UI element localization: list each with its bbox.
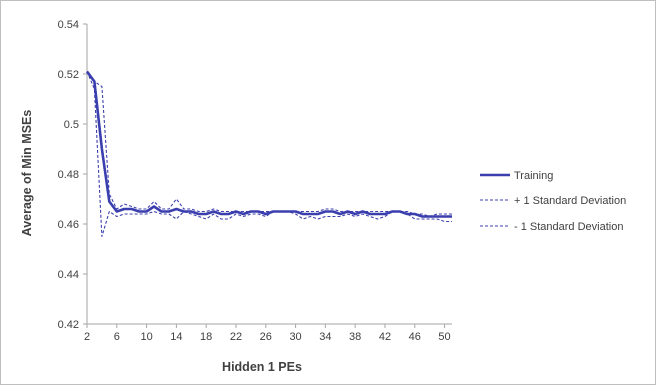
series-line-2	[86, 71, 452, 238]
y-tick-label: 0.46	[58, 219, 79, 231]
series-line-1	[86, 71, 452, 218]
y-tick-label: 0.44	[58, 269, 79, 281]
y-tick-label: 0.5	[64, 119, 79, 131]
legend-label-0: Training	[514, 170, 553, 182]
x-tick-label: 22	[230, 331, 242, 343]
x-tick-label: 30	[289, 331, 301, 343]
x-axis-title: Hidden 1 PEs	[222, 360, 302, 374]
x-tick-label: 34	[319, 331, 331, 343]
x-tick-label: 46	[409, 331, 421, 343]
y-tick-label: 0.52	[58, 69, 79, 81]
y-tick-label: 0.54	[58, 19, 79, 31]
series-layer	[85, 70, 452, 238]
legend-label-2: - 1 Standard Deviation	[514, 221, 623, 233]
y-tick-label: 0.48	[58, 169, 79, 181]
legend-label-1: + 1 Standard Deviation	[514, 195, 626, 207]
y-tick-label: 0.42	[58, 319, 79, 331]
x-tick-label: 10	[140, 331, 152, 343]
x-tick-label: 6	[114, 331, 120, 343]
x-tick-label: 18	[200, 331, 212, 343]
series-line-0	[85, 70, 452, 218]
x-tick-label: 26	[260, 331, 272, 343]
x-tick-label: 42	[379, 331, 391, 343]
plot-area: 0.420.440.460.480.50.520.542 6 10 14 18 22 26 3…	[58, 19, 452, 343]
legend: Training + 1 Standard Deviation - 1 Standa…	[480, 170, 626, 233]
y-axis-title: Average of Min MSEs	[20, 110, 34, 237]
x-tick-label: 2	[84, 331, 90, 343]
x-tick-label: 38	[349, 331, 361, 343]
x-tick-label: 50	[438, 331, 450, 343]
x-tick-label: 14	[170, 331, 182, 343]
